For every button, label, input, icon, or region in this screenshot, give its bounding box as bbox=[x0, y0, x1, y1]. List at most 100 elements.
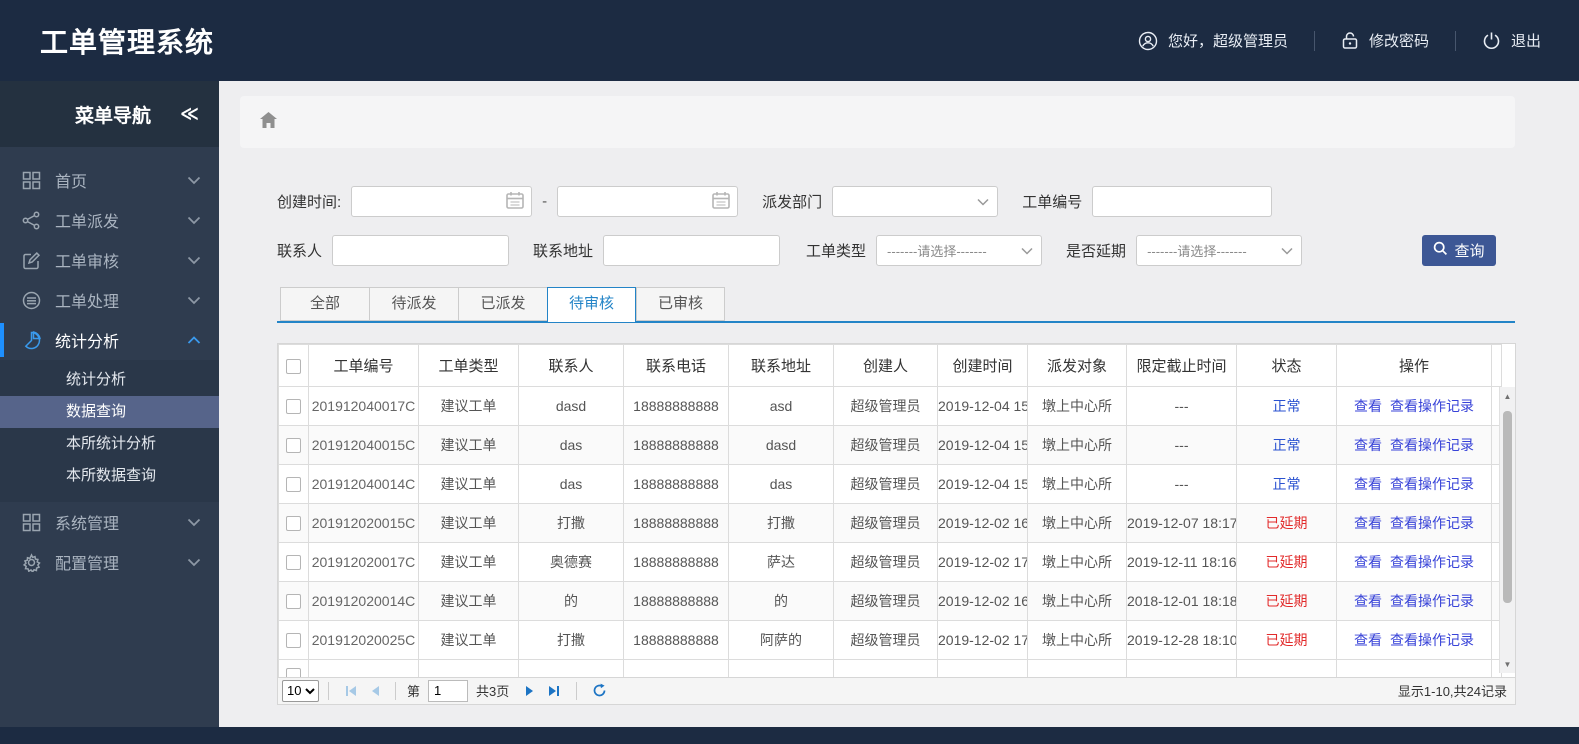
create-time-start-field bbox=[351, 186, 533, 217]
search-button[interactable]: 查询 bbox=[1422, 235, 1496, 266]
sidebar-header: 菜单导航 ≪ bbox=[0, 81, 219, 147]
action-link[interactable]: 查看操作记录 bbox=[1390, 593, 1474, 609]
contact-input[interactable] bbox=[332, 235, 510, 266]
action-link[interactable]: 查看 bbox=[1354, 398, 1382, 414]
action-link[interactable]: 查看 bbox=[1354, 632, 1382, 648]
filter-row-2: 联系人 联系地址 工单类型 -------请选择------- 是否延期 ---… bbox=[277, 235, 1515, 266]
dispatch-dept-select[interactable] bbox=[832, 186, 999, 217]
action-link[interactable]: 查看 bbox=[1354, 593, 1382, 609]
column-header: 操作 bbox=[1336, 344, 1492, 387]
row-checkbox[interactable] bbox=[286, 594, 301, 610]
order-no-input[interactable] bbox=[1092, 186, 1273, 217]
row-checkbox[interactable] bbox=[286, 633, 301, 649]
user-greeting[interactable]: 您好，超级管理员 bbox=[1138, 30, 1288, 51]
scrollbar-thumb[interactable] bbox=[1503, 411, 1512, 603]
refresh-icon[interactable] bbox=[592, 683, 607, 698]
address-input[interactable] bbox=[603, 235, 781, 266]
sidebar-item-system[interactable]: 系统管理 bbox=[0, 502, 219, 542]
row-checkbox[interactable] bbox=[286, 555, 301, 571]
tab-待审核[interactable]: 待审核 bbox=[547, 287, 636, 323]
sidebar-item-dispatch[interactable]: 工单派发 bbox=[0, 200, 219, 240]
tab-全部[interactable]: 全部 bbox=[280, 287, 369, 321]
cell: 建议工单 bbox=[418, 464, 519, 504]
action-link[interactable]: 查看操作记录 bbox=[1390, 554, 1474, 570]
footer-strip bbox=[0, 727, 1579, 744]
table-scrollbar[interactable]: ▲ ▼ bbox=[1499, 387, 1515, 673]
table-row: 201912020015C 建议工单 打撒 18888888888 打撒 超级管理员 201… bbox=[278, 503, 1502, 543]
action-link[interactable]: 查看操作记录 bbox=[1390, 437, 1474, 453]
cell: das bbox=[518, 425, 624, 465]
cell: 建议工单 bbox=[418, 581, 519, 621]
logout-link[interactable]: 退出 bbox=[1482, 30, 1541, 51]
action-link[interactable]: 查看操作记录 bbox=[1390, 398, 1474, 414]
sidebar-item-home[interactable]: 首页 bbox=[0, 160, 219, 200]
row-actions: 查看 查看操作记录 bbox=[1336, 581, 1492, 621]
tab-已派发[interactable]: 已派发 bbox=[458, 287, 547, 321]
next-page-button[interactable] bbox=[525, 685, 535, 697]
sidebar-subitem[interactable]: 本所统计分析 bbox=[66, 435, 157, 452]
order-type-select[interactable]: -------请选择------- bbox=[876, 235, 1043, 266]
cell: 超级管理员 bbox=[833, 581, 938, 621]
table-row: 201912020014C 建议工单的 18888888888 的超级管理员 2019-… bbox=[278, 581, 1502, 621]
chevron-down-icon bbox=[187, 216, 201, 225]
action-link[interactable]: 查看 bbox=[1354, 476, 1382, 492]
sidebar-item-config[interactable]: 配置管理 bbox=[0, 542, 219, 582]
cell: --- bbox=[1126, 425, 1237, 465]
action-link[interactable]: 查看 bbox=[1354, 437, 1382, 453]
page-number-input[interactable] bbox=[428, 679, 469, 702]
row-checkbox[interactable] bbox=[286, 438, 301, 454]
cell: 2019-12-02 17 bbox=[937, 620, 1028, 660]
row-checkbox[interactable] bbox=[286, 399, 301, 415]
sidebar-subitem[interactable]: 本所数据查询 bbox=[66, 467, 157, 484]
sidebar-item-label: 统计分析 bbox=[55, 334, 120, 351]
collapse-sidebar-button[interactable]: ≪ bbox=[180, 103, 199, 124]
calendar-icon[interactable] bbox=[505, 190, 525, 214]
cell: 18888888888 bbox=[623, 503, 729, 543]
action-link[interactable]: 查看 bbox=[1354, 554, 1382, 570]
calendar-icon[interactable] bbox=[711, 190, 731, 214]
action-link[interactable]: 查看操作记录 bbox=[1390, 476, 1474, 492]
change-password-link[interactable]: 修改密码 bbox=[1341, 30, 1429, 51]
create-time-end-input[interactable] bbox=[557, 186, 739, 217]
sidebar-subitem[interactable]: 统计分析 bbox=[66, 371, 127, 388]
first-page-button[interactable] bbox=[344, 685, 358, 697]
orders-table: 工单编号 工单类型 联系人 联系电话 联系地址 创建人 创建时间 派发对象 限定截止时间 状态 操作… bbox=[278, 344, 1502, 677]
cell: 2019-12-04 15 bbox=[937, 464, 1028, 504]
sidebar-item-review[interactable]: 工单审核 bbox=[0, 240, 219, 280]
sidebar-item-process[interactable]: 工单处理 bbox=[0, 280, 219, 320]
column-header: 创建时间 bbox=[937, 344, 1028, 387]
table-row: 201912040015C 建议工单 das 18888888888 dasd 超级管理员… bbox=[278, 425, 1502, 465]
select-all-checkbox[interactable] bbox=[286, 358, 301, 374]
action-link[interactable]: 查看 bbox=[1354, 515, 1382, 531]
cell: 打撒 bbox=[518, 620, 624, 660]
create-time-start-input[interactable] bbox=[351, 186, 533, 217]
scroll-down-icon[interactable]: ▼ bbox=[1503, 659, 1512, 669]
home-icon[interactable] bbox=[258, 110, 279, 135]
row-checkbox[interactable] bbox=[286, 516, 301, 532]
sidebar-item-stats[interactable]: 统计分析 bbox=[0, 320, 219, 360]
cell: --- bbox=[1126, 464, 1237, 504]
cell: 18888888888 bbox=[623, 581, 729, 621]
greeting-text: 您好，超级管理员 bbox=[1167, 33, 1288, 50]
action-link[interactable]: 查看操作记录 bbox=[1390, 632, 1474, 648]
scroll-up-icon[interactable]: ▲ bbox=[1503, 391, 1512, 401]
chevron-down-icon bbox=[187, 518, 201, 527]
contact-label: 联系人 bbox=[277, 243, 323, 260]
tab-已审核[interactable]: 已审核 bbox=[636, 287, 725, 321]
delay-select[interactable]: -------请选择------- bbox=[1136, 235, 1303, 266]
last-page-button[interactable] bbox=[547, 685, 561, 697]
row-checkbox[interactable] bbox=[286, 667, 301, 677]
action-link[interactable]: 查看操作记录 bbox=[1390, 515, 1474, 531]
search-button-label: 查询 bbox=[1454, 243, 1485, 260]
divider bbox=[576, 681, 578, 700]
cell: 18888888888 bbox=[623, 464, 729, 504]
page-prefix: 第 bbox=[407, 684, 421, 700]
status-badge: 已延期 bbox=[1236, 503, 1337, 543]
sidebar-subitem[interactable]: 数据查询 bbox=[0, 396, 219, 428]
pagination-bar: 10 第 共3页 显示1-10,共24记录 bbox=[278, 676, 1515, 704]
cell: 2019-12-28 18:10 bbox=[1126, 620, 1237, 660]
row-checkbox[interactable] bbox=[286, 477, 301, 493]
tab-待派发[interactable]: 待派发 bbox=[369, 287, 458, 321]
page-size-select[interactable]: 10 bbox=[282, 679, 319, 702]
prev-page-button[interactable] bbox=[370, 685, 380, 697]
